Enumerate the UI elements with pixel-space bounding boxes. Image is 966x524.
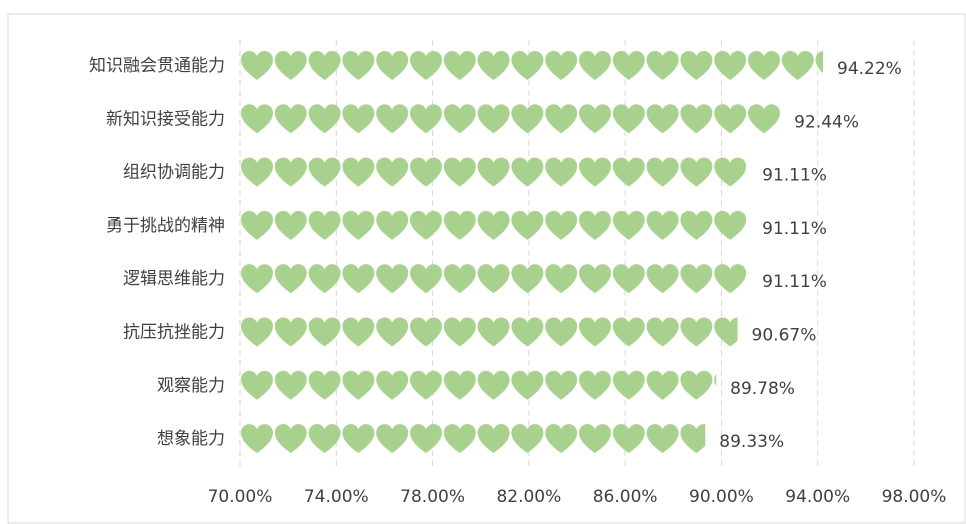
category-label: 新知识接受能力 bbox=[106, 109, 225, 129]
bar bbox=[240, 262, 749, 297]
x-tick-label: 90.00% bbox=[689, 487, 754, 507]
x-tick-label: 86.00% bbox=[593, 487, 658, 507]
chart-frame bbox=[7, 13, 966, 524]
x-tick-label: 98.00% bbox=[882, 487, 947, 507]
value-label: 89.78% bbox=[730, 379, 795, 399]
value-label: 89.33% bbox=[719, 432, 784, 452]
category-label: 勇于挑战的精神 bbox=[106, 216, 225, 236]
x-tick-label: 78.00% bbox=[400, 487, 465, 507]
bar bbox=[240, 49, 824, 83]
value-label: 92.44% bbox=[794, 112, 859, 132]
x-tick-label: 70.00% bbox=[208, 487, 273, 507]
value-label: 91.11% bbox=[762, 219, 827, 239]
category-label: 抗压抗挫能力 bbox=[123, 323, 225, 343]
value-label: 91.11% bbox=[762, 272, 827, 292]
category-label: 想象能力 bbox=[157, 429, 225, 449]
x-tick-label: 82.00% bbox=[496, 487, 561, 507]
bar bbox=[240, 368, 717, 403]
bar bbox=[240, 315, 738, 350]
x-tick-label: 94.00% bbox=[785, 487, 850, 507]
value-label: 94.22% bbox=[837, 59, 902, 79]
bar bbox=[240, 208, 749, 243]
x-tick-label: 74.00% bbox=[304, 487, 369, 507]
category-label: 观察能力 bbox=[157, 376, 225, 396]
category-label: 知识融会贯通能力 bbox=[89, 56, 225, 76]
category-label: 逻辑思维能力 bbox=[123, 269, 225, 289]
value-label: 90.67% bbox=[752, 326, 817, 346]
value-label: 91.11% bbox=[762, 166, 827, 186]
bar bbox=[240, 102, 781, 137]
bar bbox=[240, 422, 706, 457]
bar bbox=[240, 155, 749, 190]
category-label: 组织协调能力 bbox=[123, 163, 225, 183]
